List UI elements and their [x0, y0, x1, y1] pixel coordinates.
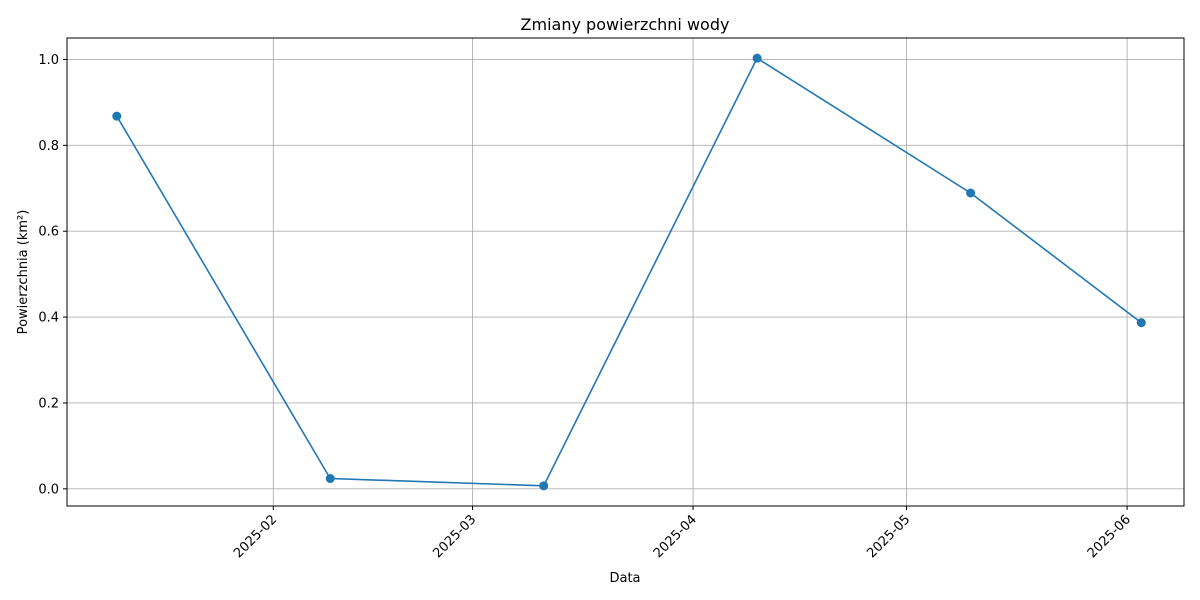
y-axis-ticks: 0.0 0.2 0.4 0.6 0.8 1.0	[38, 53, 67, 497]
y-tick-label: 0.4	[38, 311, 59, 326]
x-tick-label: 2025-05	[864, 512, 913, 561]
y-tick-label: 0.2	[38, 396, 59, 411]
series-line	[116, 57, 1142, 487]
y-tick-label: 0.8	[38, 139, 59, 154]
x-tick-label: 2025-02	[231, 512, 280, 561]
data-point	[539, 481, 549, 491]
data-point	[112, 111, 122, 121]
axes	[66, 37, 1185, 507]
data-point	[1136, 318, 1146, 328]
x-axis-label: Data	[609, 571, 640, 586]
y-tick-label: 0.0	[38, 482, 59, 497]
data-series	[112, 53, 1146, 491]
y-tick-label: 1.0	[38, 53, 59, 68]
grid	[67, 38, 1184, 506]
y-tick-label: 0.6	[38, 225, 59, 240]
x-tick-label: 2025-03	[430, 512, 479, 561]
x-tick-label: 2025-04	[651, 512, 700, 561]
x-axis-ticks: 2025-02 2025-03 2025-04 2025-05 2025-06	[231, 506, 1134, 561]
data-point	[325, 474, 335, 484]
x-tick-label: 2025-06	[1085, 512, 1134, 561]
data-point	[752, 53, 762, 63]
y-axis-label: Powierzchnia (km²)	[16, 210, 31, 335]
data-point	[966, 188, 976, 198]
chart-title: Zmiany powierzchni wody	[521, 15, 730, 34]
plot-frame	[66, 37, 1185, 507]
